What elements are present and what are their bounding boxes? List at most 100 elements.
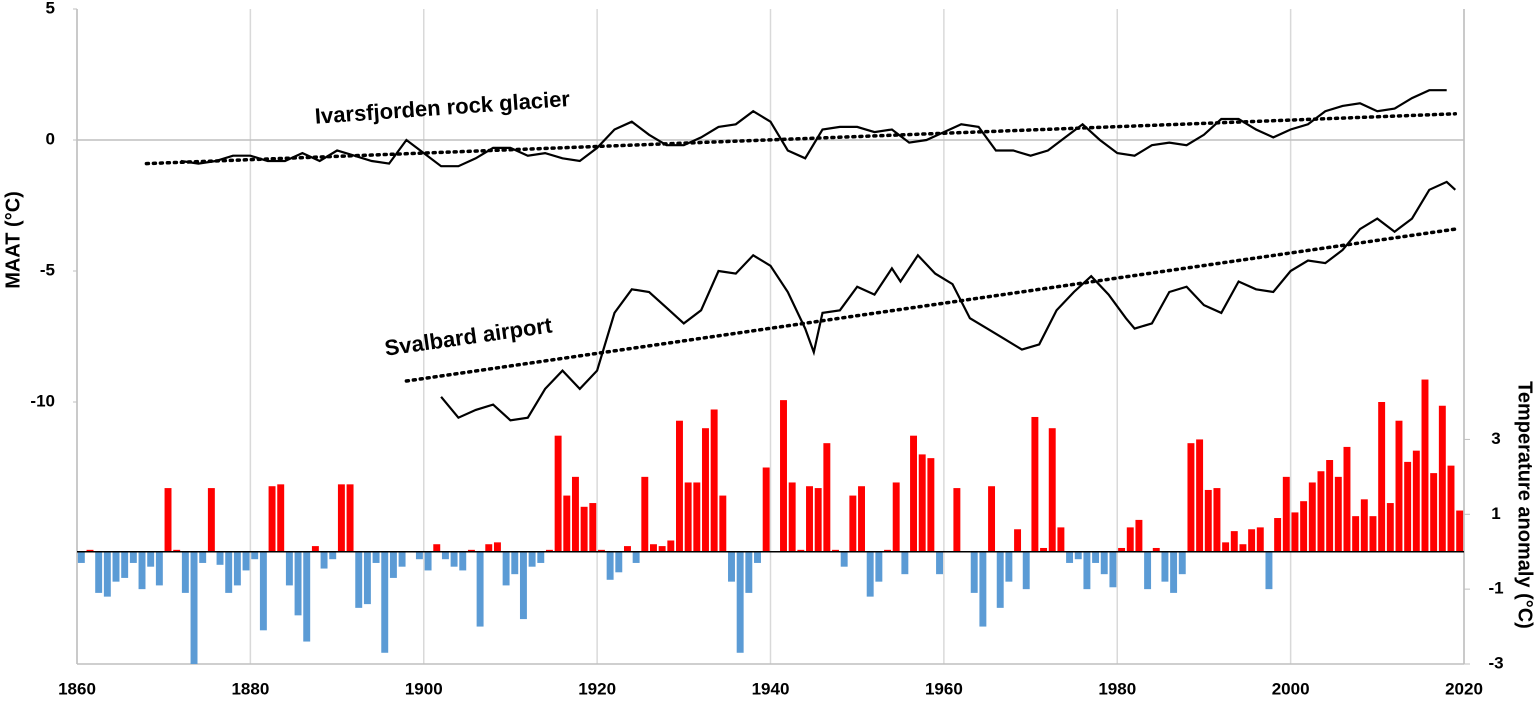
bar	[303, 551, 311, 642]
bar	[580, 506, 588, 552]
bar	[892, 482, 900, 552]
bar	[1118, 547, 1126, 552]
bar	[77, 551, 85, 563]
x-tick-label: 2020	[1445, 679, 1483, 698]
bar	[970, 551, 978, 593]
bar	[1282, 476, 1290, 552]
bar	[788, 482, 796, 552]
bar	[597, 549, 605, 552]
bar	[702, 428, 709, 552]
bar	[381, 551, 389, 653]
bar	[1213, 488, 1221, 552]
bar	[450, 551, 458, 567]
bar	[1456, 510, 1464, 552]
bar	[832, 549, 839, 552]
series-annotation: Svalbard airport	[383, 312, 554, 360]
bar	[589, 503, 597, 552]
bar	[1291, 512, 1299, 552]
bar	[1161, 551, 1169, 582]
bar	[650, 544, 657, 552]
bar	[285, 551, 293, 586]
bar	[1265, 551, 1273, 590]
bar	[147, 551, 155, 567]
bar	[155, 551, 163, 586]
bar	[1014, 529, 1022, 552]
bar	[1178, 551, 1186, 575]
bar	[519, 551, 527, 620]
bar	[216, 551, 224, 565]
bar	[1360, 499, 1368, 552]
bar	[1005, 551, 1013, 582]
bar	[1412, 450, 1420, 552]
bar	[1334, 476, 1342, 552]
bar	[823, 443, 831, 552]
bar	[233, 551, 241, 586]
bar	[86, 549, 94, 552]
bar	[1274, 518, 1282, 552]
bar	[511, 551, 519, 575]
bar	[398, 551, 406, 567]
bar	[112, 551, 120, 582]
bar	[1196, 439, 1204, 552]
bar	[1135, 519, 1143, 552]
bar	[571, 476, 579, 552]
series-line	[440, 180, 1457, 422]
bar	[936, 551, 944, 575]
bar	[866, 551, 874, 597]
bar	[875, 551, 883, 582]
bar	[745, 551, 753, 593]
bar	[554, 435, 562, 552]
bar	[1326, 460, 1334, 552]
bar	[103, 551, 111, 597]
bar	[1187, 443, 1195, 552]
bar	[372, 551, 380, 563]
bar	[988, 486, 996, 552]
bar	[615, 551, 623, 573]
bar	[736, 551, 744, 653]
bar	[277, 484, 285, 552]
bar	[467, 549, 475, 552]
bar	[1369, 516, 1377, 552]
bar	[1222, 542, 1230, 552]
bar	[1057, 527, 1065, 552]
x-tick-label: 1860	[58, 679, 96, 698]
bar	[311, 546, 319, 552]
x-tick-label: 1940	[752, 679, 790, 698]
bar	[441, 551, 449, 560]
y2-tick-label: -1	[1488, 579, 1503, 598]
bar	[181, 551, 189, 593]
bar	[676, 420, 683, 552]
bar	[1144, 551, 1152, 590]
bar	[1300, 501, 1308, 552]
bar	[320, 551, 328, 569]
bar	[502, 551, 510, 586]
bar	[606, 551, 614, 580]
bar	[1308, 482, 1316, 552]
bar	[294, 551, 302, 616]
y2-axis-label: Temperature anomaly (°C)	[1514, 381, 1536, 629]
bar	[693, 482, 701, 552]
bar	[389, 551, 397, 578]
bar	[207, 488, 215, 552]
bar	[710, 409, 718, 552]
bar	[728, 551, 735, 582]
bar	[355, 551, 363, 608]
bar	[918, 454, 926, 552]
bar	[1430, 473, 1438, 552]
y-tick-label: -5	[40, 260, 55, 279]
bar	[1352, 516, 1360, 552]
bar	[424, 551, 432, 571]
bar	[1386, 503, 1394, 552]
x-tick-label: 1900	[405, 679, 443, 698]
bar	[754, 551, 761, 563]
bar	[1126, 527, 1134, 552]
bar	[1256, 527, 1264, 552]
bar	[337, 484, 345, 552]
series-line	[180, 89, 1447, 168]
bar	[884, 549, 891, 552]
bar	[901, 551, 909, 575]
bar	[545, 549, 553, 552]
bar	[1100, 551, 1108, 575]
bar	[563, 495, 571, 552]
bar	[251, 551, 259, 560]
